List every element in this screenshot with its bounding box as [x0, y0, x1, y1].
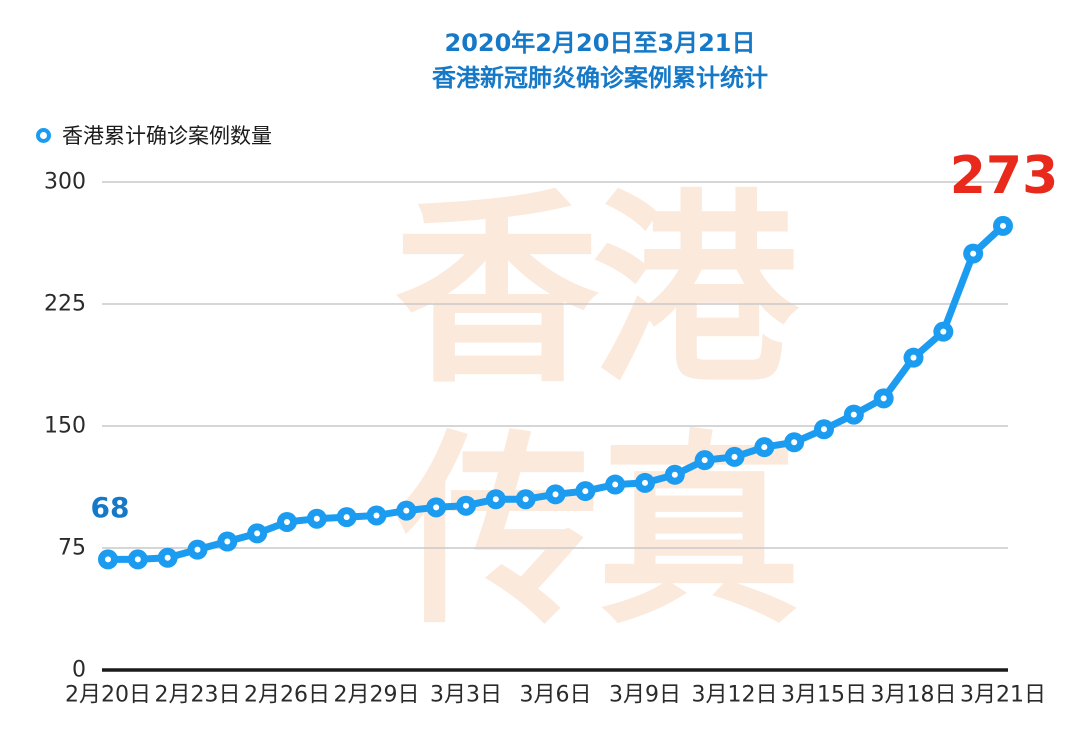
ring-marker-icon: [36, 127, 51, 143]
watermark-char: 香: [395, 173, 600, 411]
x-tick-label: 3月12日: [692, 683, 778, 708]
first-point-value-label: 68: [90, 491, 130, 524]
data-point-marker-center: [522, 496, 529, 503]
data-point-marker-center: [284, 518, 290, 525]
data-point-marker-center: [463, 502, 469, 509]
data-point-marker-center: [134, 556, 141, 563]
data-point-marker-center: [582, 488, 589, 495]
legend: 香港累计确诊案例数量: [36, 120, 272, 150]
data-point-marker-center: [612, 481, 619, 488]
x-tick-label: 2月29日: [334, 683, 420, 708]
data-point-marker-center: [850, 411, 857, 418]
x-tick-label: 3月6日: [520, 683, 592, 708]
data-point-marker-center: [910, 354, 917, 361]
data-point-marker-center: [791, 439, 798, 446]
data-point-marker-center: [701, 457, 708, 464]
x-tick-label: 3月21日: [960, 683, 1046, 708]
last-point-value-label: 273: [949, 146, 1059, 206]
data-point-marker-center: [373, 512, 380, 519]
data-point-marker-center: [671, 471, 678, 478]
data-point-marker-center: [880, 395, 887, 402]
x-tick-label: 3月18日: [871, 683, 957, 708]
data-point-marker-center: [731, 453, 738, 460]
y-tick-label: 0: [72, 658, 86, 683]
data-point-marker-center: [970, 250, 977, 257]
data-point-marker-center: [164, 554, 171, 561]
x-tick-label: 3月9日: [609, 683, 681, 708]
data-point-marker-center: [940, 328, 947, 335]
data-point-marker-center: [433, 504, 440, 511]
x-tick-label: 2月20日: [65, 683, 151, 708]
x-tick-label: 3月15日: [781, 683, 867, 708]
x-tick-label: 2月23日: [155, 683, 241, 708]
data-point-marker-center: [343, 514, 350, 521]
data-point-marker-center: [642, 479, 648, 486]
data-point-marker-center: [552, 491, 559, 498]
chart-title-line-2: 香港新冠肺炎确诊案例累计统计: [432, 64, 768, 92]
chart-title-line-1: 2020年2月20日至3月21日: [444, 29, 756, 57]
data-point-marker-center: [761, 444, 768, 451]
data-point-marker-center: [105, 556, 111, 563]
x-tick-label: 2月26日: [244, 683, 330, 708]
chart-title: 2020年2月20日至3月21日 香港新冠肺炎确诊案例累计统计: [432, 30, 768, 91]
y-tick-label: 300: [44, 170, 86, 195]
data-point-marker-center: [492, 496, 499, 503]
y-tick-label: 225: [44, 292, 86, 317]
data-point-marker-center: [821, 426, 827, 433]
data-point-marker-center: [1000, 222, 1006, 229]
legend-label: 香港累计确诊案例数量: [62, 124, 272, 148]
data-point-marker-center: [313, 515, 320, 522]
x-tick-label: 3月3日: [430, 683, 502, 708]
data-point-marker-center: [194, 546, 201, 553]
y-tick-label: 75: [58, 536, 86, 561]
data-point-marker-center: [254, 530, 261, 537]
watermark-char: 港: [593, 173, 800, 411]
watermark-char: 传: [394, 414, 600, 652]
data-point-marker-center: [224, 538, 231, 545]
data-point-marker-center: [403, 507, 410, 514]
y-tick-label: 150: [44, 414, 86, 439]
